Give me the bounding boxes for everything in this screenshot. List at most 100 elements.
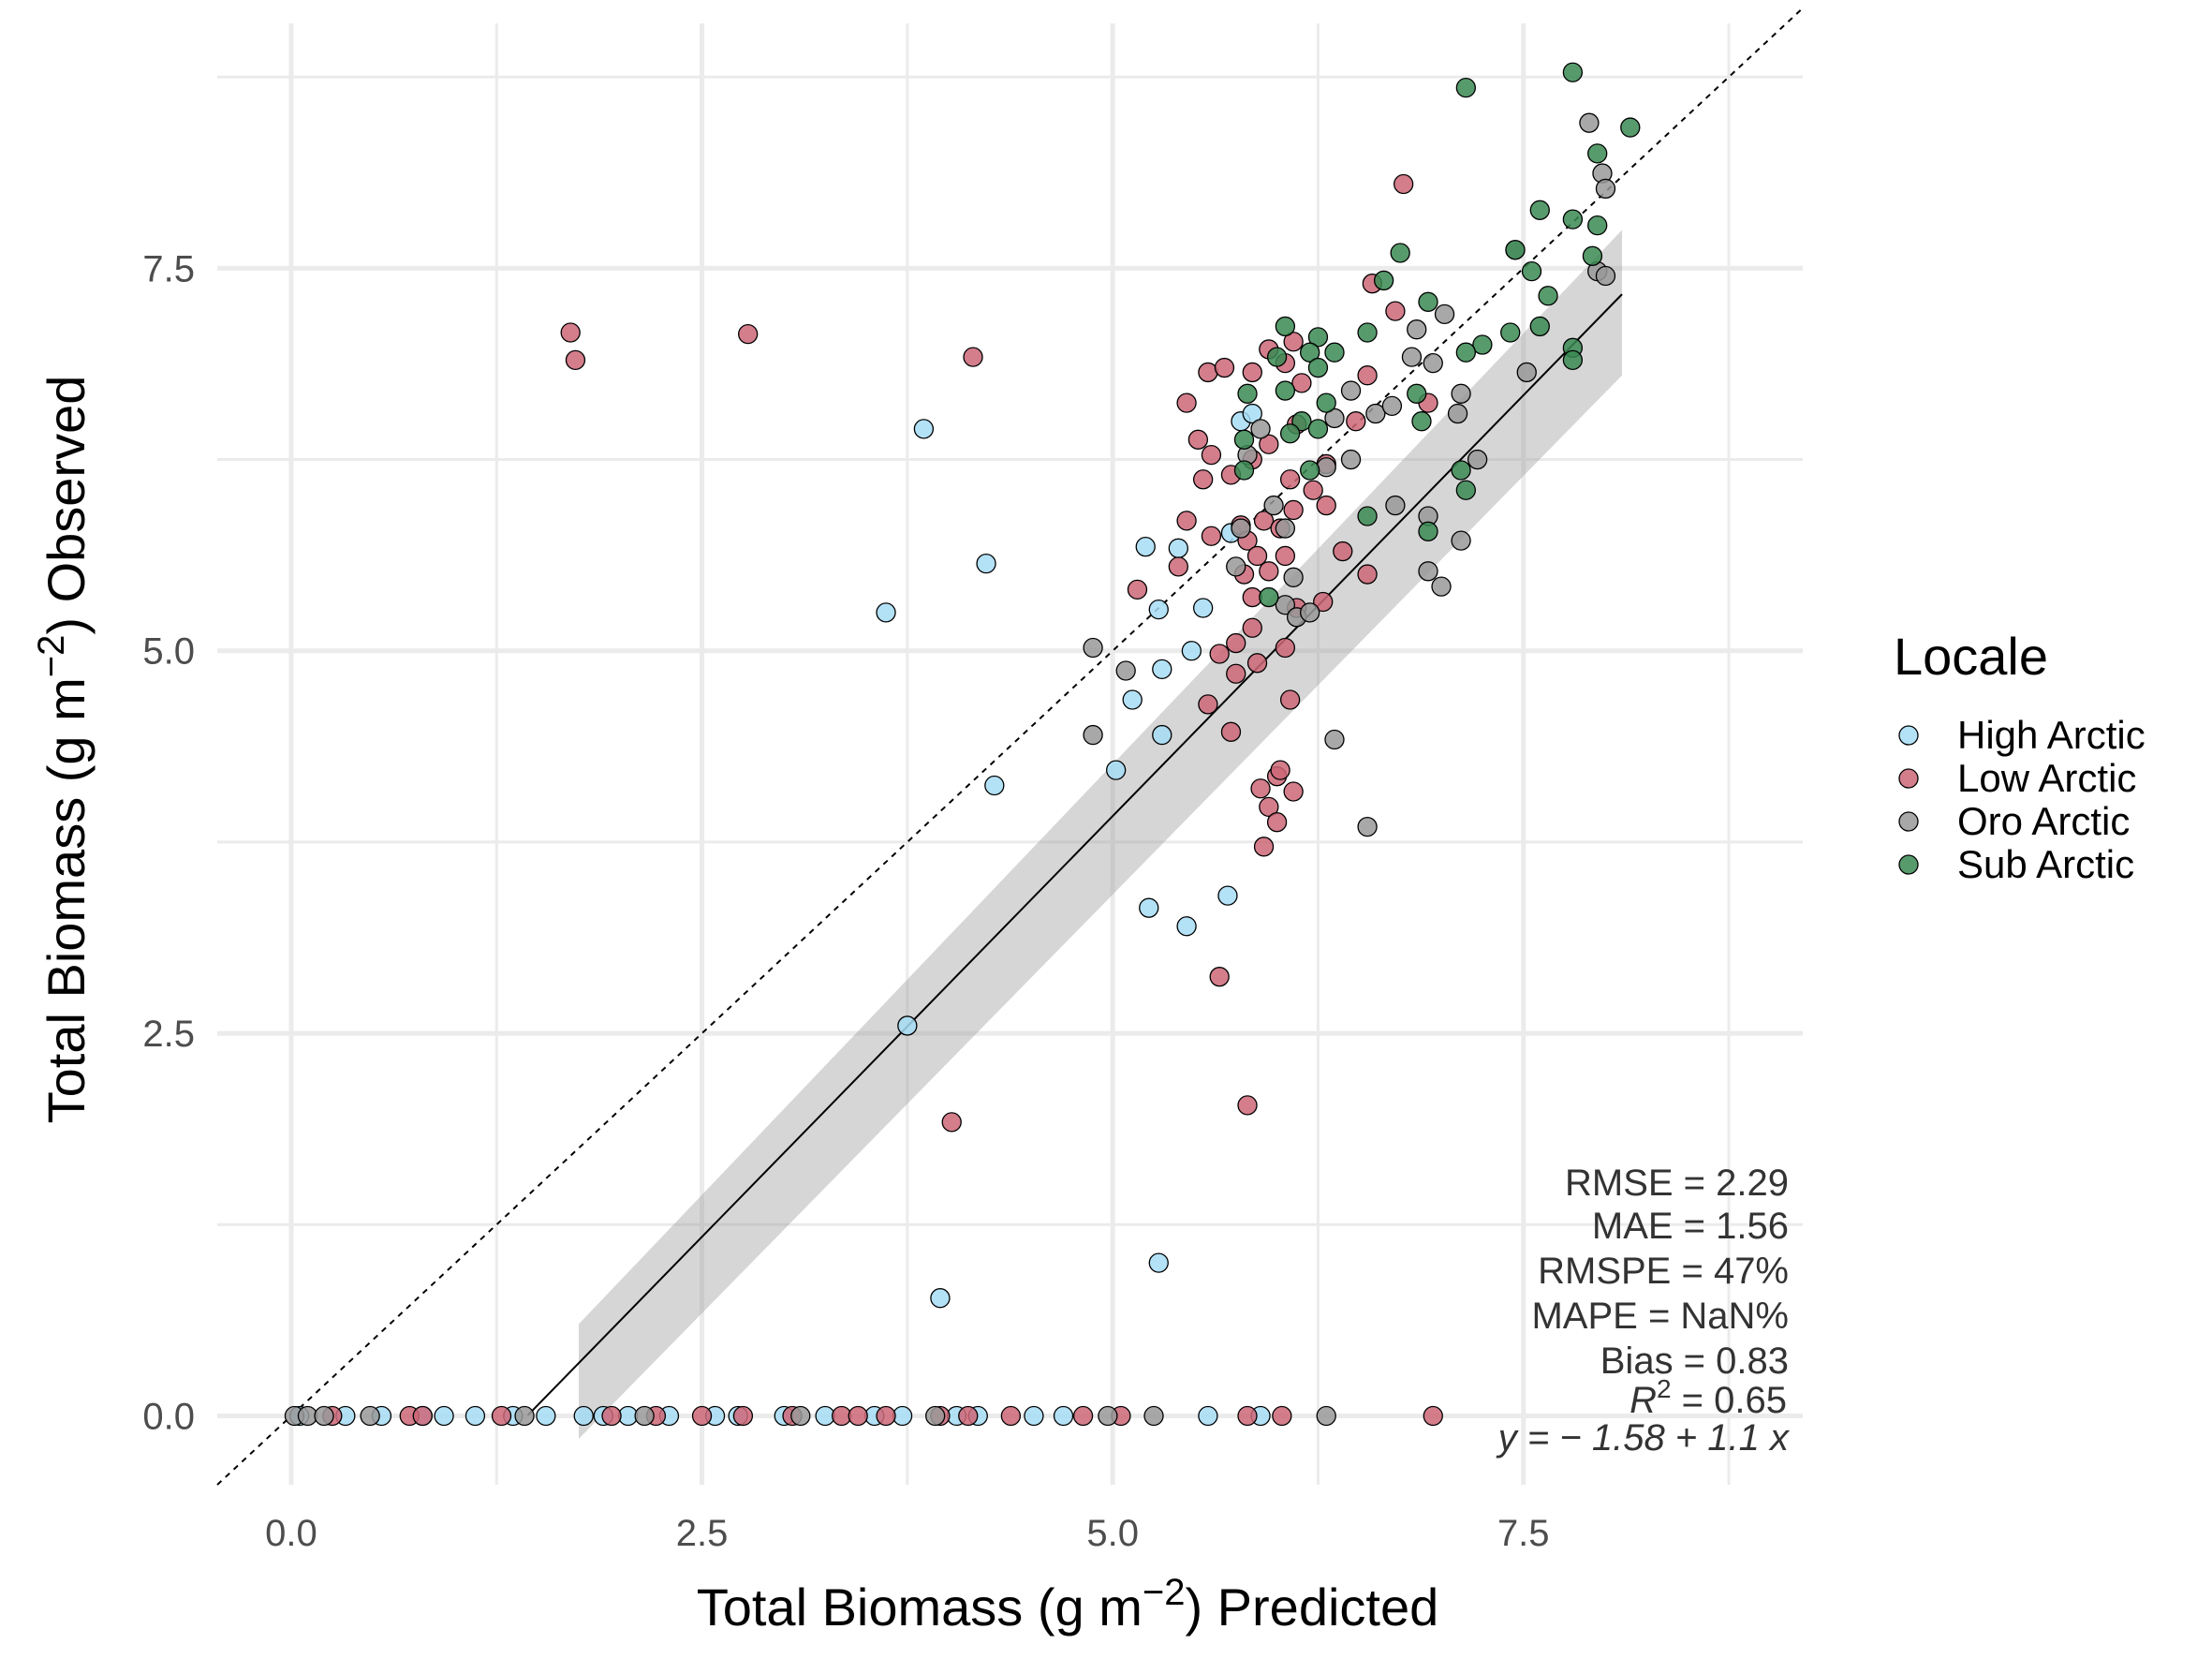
- point-low-arctic: [1250, 778, 1271, 799]
- stat-bias: Bias = 0.83: [1600, 1341, 1789, 1382]
- point-oro-arctic: [1231, 518, 1251, 539]
- point-high-arctic: [1152, 659, 1172, 679]
- point-oro-arctic: [1275, 595, 1296, 615]
- point-sub-arctic: [1275, 316, 1296, 337]
- point-oro-arctic: [1423, 352, 1443, 374]
- point-high-arctic: [1192, 598, 1214, 618]
- point-oro-arctic: [1226, 556, 1246, 577]
- point-low-arctic: [958, 1405, 979, 1427]
- se-band-area: [578, 230, 1623, 1439]
- y-tick-label: 5.0: [142, 631, 195, 673]
- y-tick-label: 2.5: [142, 1014, 195, 1055]
- point-oro-arctic: [1340, 380, 1362, 401]
- point-sub-arctic: [1316, 393, 1336, 413]
- legend-label: Sub Arctic: [1957, 842, 2134, 886]
- point-low-arctic: [1316, 495, 1336, 516]
- point-oro-arctic: [1324, 729, 1345, 750]
- legend-label: Oro Arctic: [1957, 799, 2130, 843]
- x-axis-label-superscript: −2: [1143, 1572, 1186, 1613]
- point-oro-arctic: [1275, 518, 1296, 539]
- point-low-arctic: [1246, 545, 1268, 567]
- x-axis-label: Total Biomass (g m−2) Predicted: [697, 1572, 1439, 1637]
- x-tick-label: 2.5: [676, 1513, 729, 1554]
- stat-equation: y = − 1.58 + 1.1 x: [1496, 1417, 1791, 1459]
- point-low-arctic: [565, 349, 586, 371]
- x-tick-label: 0.0: [265, 1513, 317, 1554]
- stats-annotation: RMSE = 2.29 MAE = 1.56 RMSPE = 47% MAPE …: [1496, 1163, 1791, 1459]
- point-low-arctic: [1201, 444, 1222, 466]
- point-low-arctic: [1242, 617, 1262, 638]
- point-oro-arctic: [1407, 319, 1427, 340]
- point-high-arctic: [1106, 760, 1127, 780]
- point-low-arctic: [1259, 434, 1279, 454]
- point-oro-arctic: [1579, 112, 1600, 133]
- point-sub-arctic: [1411, 411, 1432, 432]
- point-low-arctic: [1127, 579, 1148, 600]
- point-sub-arctic: [1587, 215, 1608, 236]
- point-low-arctic: [1279, 689, 1301, 710]
- point-low-arctic: [1279, 469, 1301, 490]
- point-oro-arctic: [1401, 347, 1423, 367]
- point-oro-arctic: [1595, 178, 1616, 200]
- y-tick-label: 0.0: [142, 1396, 195, 1437]
- point-sub-arctic: [1407, 383, 1427, 404]
- point-high-arctic: [1148, 1252, 1169, 1273]
- point-high-arctic: [1135, 537, 1156, 557]
- point-oro-arctic: [1434, 304, 1455, 325]
- point-low-arctic: [941, 1112, 962, 1133]
- point-high-arctic: [930, 1288, 951, 1309]
- y-axis-label-tail: ) Observed: [37, 376, 96, 635]
- point-low-arctic: [1198, 362, 1218, 383]
- point-low-arctic: [848, 1405, 868, 1427]
- legend-marker: [1898, 854, 1919, 875]
- one-to-one-line: [216, 7, 1804, 1486]
- point-high-arctic: [1198, 1405, 1218, 1427]
- point-sub-arctic: [1279, 423, 1301, 444]
- point-sub-arctic: [1418, 291, 1438, 312]
- point-sub-arctic: [1259, 586, 1279, 608]
- point-sub-arctic: [1266, 347, 1288, 367]
- point-low-arctic: [1072, 1405, 1094, 1427]
- legend-label: High Arctic: [1957, 713, 2146, 757]
- point-oro-arctic: [1250, 419, 1271, 439]
- x-tick-label: 5.0: [1086, 1513, 1139, 1554]
- point-low-arctic: [732, 1405, 754, 1427]
- point-low-arctic: [1237, 1095, 1258, 1116]
- point-low-arctic: [1385, 301, 1406, 321]
- y-axis-label-superscript: −2: [31, 635, 72, 678]
- point-low-arctic: [1214, 357, 1235, 378]
- point-oro-arctic: [1263, 495, 1284, 516]
- point-sub-arctic: [1587, 143, 1608, 164]
- point-oro-arctic: [1083, 637, 1103, 659]
- point-sub-arctic: [1307, 327, 1329, 348]
- point-oro-arctic: [1115, 660, 1136, 681]
- point-sub-arctic: [1620, 117, 1641, 138]
- point-high-arctic: [536, 1405, 556, 1427]
- point-low-arctic: [1291, 373, 1312, 393]
- point-sub-arctic: [1373, 270, 1394, 291]
- point-oro-arctic: [1431, 576, 1452, 597]
- point-oro-arctic: [1418, 561, 1438, 582]
- point-oro-arctic: [925, 1405, 946, 1427]
- point-low-arctic: [1000, 1405, 1022, 1427]
- point-high-arctic: [1139, 897, 1159, 918]
- point-oro-arctic: [1451, 530, 1471, 551]
- point-oro-arctic: [314, 1405, 334, 1427]
- point-low-arctic: [1303, 480, 1323, 500]
- point-oro-arctic: [1316, 457, 1336, 478]
- point-high-arctic: [1148, 599, 1169, 620]
- point-low-arctic: [1209, 644, 1230, 664]
- point-oro-arctic: [1098, 1405, 1118, 1427]
- point-low-arctic: [560, 322, 581, 343]
- point-low-arctic: [1237, 1405, 1258, 1427]
- point-oro-arctic: [360, 1405, 380, 1427]
- confidence-band: [578, 230, 1623, 1439]
- point-high-arctic: [1176, 916, 1197, 937]
- point-low-arctic: [1226, 663, 1246, 684]
- point-sub-arctic: [1529, 316, 1550, 337]
- data-points: [284, 62, 1641, 1427]
- point-oro-arctic: [1385, 495, 1406, 516]
- point-oro-arctic: [1595, 265, 1616, 287]
